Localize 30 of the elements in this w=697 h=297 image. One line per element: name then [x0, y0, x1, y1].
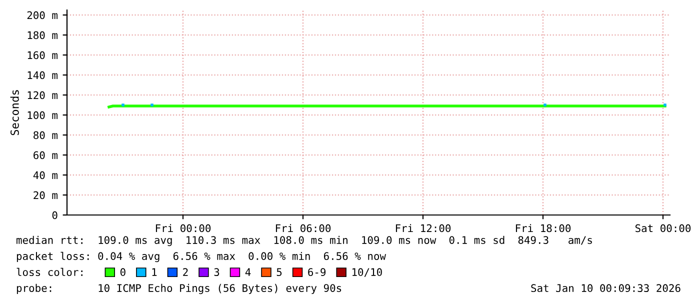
y-tick-label: 200 m [27, 11, 58, 20]
text: loss color: [16, 268, 82, 276]
text: probe: 10 ICMP Echo Pings (56 Bytes) every 90s [16, 284, 342, 294]
legend-label: 6-9 [308, 268, 326, 276]
legend-label: 10/10 [352, 268, 382, 277]
y-tick-label: 140 m [28, 71, 58, 80]
y-tick-label: 40 m [33, 171, 58, 180]
y-tick-label: 0 [52, 211, 58, 220]
y-tick-label: 80 m [34, 131, 58, 140]
legend-label: 1 [152, 268, 157, 276]
text: Sat Jan 10 00:09:33 2026 [531, 284, 680, 292]
text: median rtt: 109.0 ms avg 110.3 ms max 108.0 ms min 109.0 ms now 0.1 ms sd 849.3 am/s [16, 236, 592, 246]
y-tick-label: 160 m [28, 51, 58, 60]
x-tick-label: Sat 00:00 [635, 224, 691, 232]
text: packet loss: 0.04 % avg 6.56 % max 0.00 % min 6.56 % now [16, 252, 386, 262]
y-tick-label: 60 m [34, 151, 58, 160]
x-tick-label: Fri 06:00 [276, 224, 331, 232]
x-tick-label: Fri 00:00 [156, 224, 211, 232]
y-axis-title: Seconds [10, 90, 19, 136]
legend-label: 5 [276, 268, 282, 276]
legend-label: 4 [245, 268, 251, 276]
legend-label: 2 [183, 268, 188, 276]
y-tick-label: 180 m [28, 31, 58, 40]
y-tick-label: 120 m [28, 91, 58, 100]
x-tick-label: Fri 18:00 [516, 224, 571, 232]
legend-label: 0 [120, 268, 126, 276]
y-tick-label: 100 m [28, 111, 58, 120]
x-tick-label: Fri 12:00 [396, 224, 451, 232]
y-tick-label: 20 m [34, 191, 58, 200]
legend-label: 3 [214, 268, 220, 276]
